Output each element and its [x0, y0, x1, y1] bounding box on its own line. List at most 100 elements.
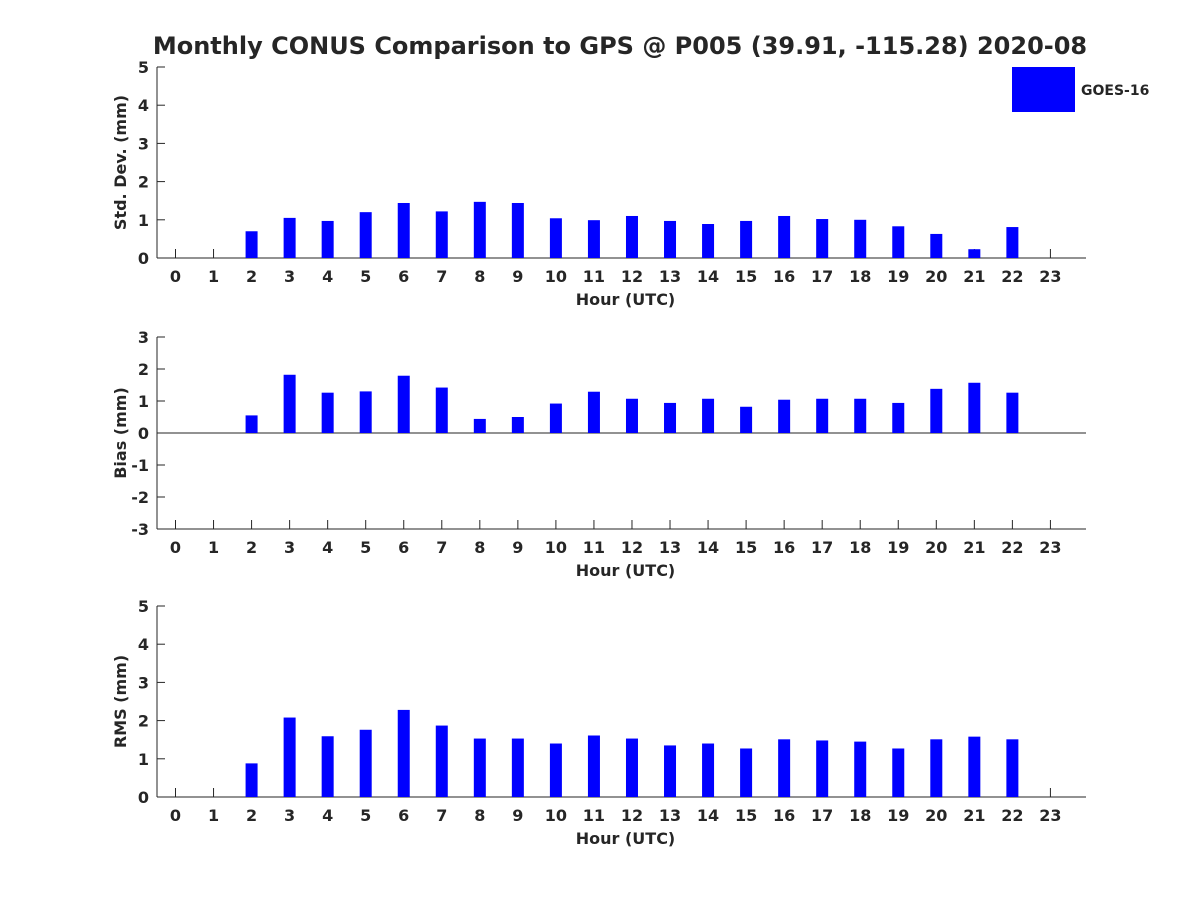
bar-hour-19 — [892, 226, 905, 258]
x-axis-label: Hour (UTC) — [576, 290, 676, 309]
x-tick-label: 8 — [474, 538, 485, 557]
y-tick-label: 5 — [138, 58, 149, 77]
x-tick-label: 1 — [208, 806, 219, 825]
bar-hour-12 — [625, 398, 638, 433]
x-tick-label: 10 — [545, 538, 567, 557]
x-tick-label: 0 — [170, 267, 181, 286]
bar-hour-14 — [702, 398, 715, 433]
bar-hour-13 — [664, 402, 677, 433]
y-tick-label: 4 — [138, 635, 149, 654]
bar-hour-22 — [1006, 227, 1019, 258]
bar-hour-8 — [473, 738, 486, 797]
x-tick-label: 9 — [512, 538, 523, 557]
x-tick-label: 5 — [360, 267, 371, 286]
bar-hour-9 — [511, 202, 524, 258]
bar-hour-19 — [892, 402, 905, 433]
x-tick-label: 21 — [963, 267, 985, 286]
x-tick-label: 3 — [284, 267, 295, 286]
bar-hour-22 — [1006, 392, 1019, 433]
y-tick-label: 3 — [138, 134, 149, 153]
x-tick-label: 6 — [398, 538, 409, 557]
x-tick-label: 6 — [398, 267, 409, 286]
x-tick-label: 7 — [436, 267, 447, 286]
x-tick-label: 7 — [436, 806, 447, 825]
x-tick-label: 11 — [583, 806, 605, 825]
y-tick-label: 2 — [138, 712, 149, 731]
x-tick-label: 14 — [697, 267, 719, 286]
bar-hour-13 — [664, 745, 677, 797]
bar-hour-3 — [283, 217, 296, 258]
x-tick-label: 9 — [512, 267, 523, 286]
x-tick-label: 18 — [849, 806, 871, 825]
x-tick-label: 0 — [170, 806, 181, 825]
bar-hour-10 — [549, 403, 562, 433]
bar-hour-7 — [435, 387, 448, 433]
x-tick-label: 4 — [322, 806, 333, 825]
x-tick-label: 23 — [1039, 538, 1061, 557]
x-tick-label: 0 — [170, 538, 181, 557]
bar-hour-18 — [854, 741, 867, 797]
x-tick-label: 2 — [246, 806, 257, 825]
x-tick-label: 3 — [284, 538, 295, 557]
x-tick-label: 11 — [583, 267, 605, 286]
bar-hour-11 — [587, 735, 600, 797]
legend: GOES-16 — [1012, 67, 1149, 112]
x-tick-label: 5 — [360, 806, 371, 825]
bar-hour-3 — [283, 717, 296, 797]
x-tick-label: 22 — [1001, 806, 1023, 825]
bar-hour-21 — [968, 736, 981, 797]
x-axis-label: Hour (UTC) — [576, 561, 676, 580]
x-tick-label: 22 — [1001, 267, 1023, 286]
bar-hour-16 — [778, 399, 791, 433]
bar-hour-14 — [702, 743, 715, 797]
bar-hour-4 — [321, 220, 334, 258]
bar-hour-11 — [587, 391, 600, 433]
bar-hour-15 — [740, 220, 753, 258]
bar-hour-9 — [511, 417, 524, 433]
x-tick-label: 20 — [925, 538, 947, 557]
y-tick-label: -2 — [131, 488, 149, 507]
y-tick-label: 1 — [138, 392, 149, 411]
x-tick-label: 15 — [735, 538, 757, 557]
x-tick-label: 1 — [208, 538, 219, 557]
bar-hour-5 — [359, 391, 372, 433]
x-tick-label: 14 — [697, 806, 719, 825]
chart-title: Monthly CONUS Comparison to GPS @ P005 (… — [153, 32, 1087, 60]
x-tick-label: 18 — [849, 267, 871, 286]
x-tick-label: 20 — [925, 267, 947, 286]
x-tick-label: 13 — [659, 267, 681, 286]
x-tick-label: 8 — [474, 267, 485, 286]
x-tick-label: 13 — [659, 538, 681, 557]
bar-hour-5 — [359, 212, 372, 258]
bar-hour-8 — [473, 201, 486, 258]
legend-label: GOES-16 — [1081, 83, 1149, 99]
x-tick-label: 11 — [583, 538, 605, 557]
x-tick-label: 4 — [322, 267, 333, 286]
bar-hour-16 — [778, 739, 791, 797]
y-tick-label: 2 — [138, 173, 149, 192]
x-tick-label: 10 — [545, 267, 567, 286]
y-tick-label: -3 — [131, 520, 149, 539]
y-tick-label: 1 — [138, 750, 149, 769]
bar-hour-22 — [1006, 739, 1019, 797]
x-tick-label: 1 — [208, 267, 219, 286]
bar-hour-15 — [740, 748, 753, 797]
x-tick-label: 3 — [284, 806, 295, 825]
x-tick-label: 20 — [925, 806, 947, 825]
x-tick-label: 5 — [360, 538, 371, 557]
bar-hour-16 — [778, 215, 791, 258]
x-tick-label: 10 — [545, 806, 567, 825]
bar-hour-2 — [245, 415, 258, 433]
bar-hour-3 — [283, 374, 296, 433]
y-tick-label: 2 — [138, 360, 149, 379]
y-axis-label: Std. Dev. (mm) — [111, 95, 130, 230]
bar-hour-7 — [435, 211, 448, 258]
x-tick-label: 15 — [735, 806, 757, 825]
x-tick-label: 19 — [887, 538, 909, 557]
bar-hour-9 — [511, 738, 524, 797]
x-tick-label: 18 — [849, 538, 871, 557]
